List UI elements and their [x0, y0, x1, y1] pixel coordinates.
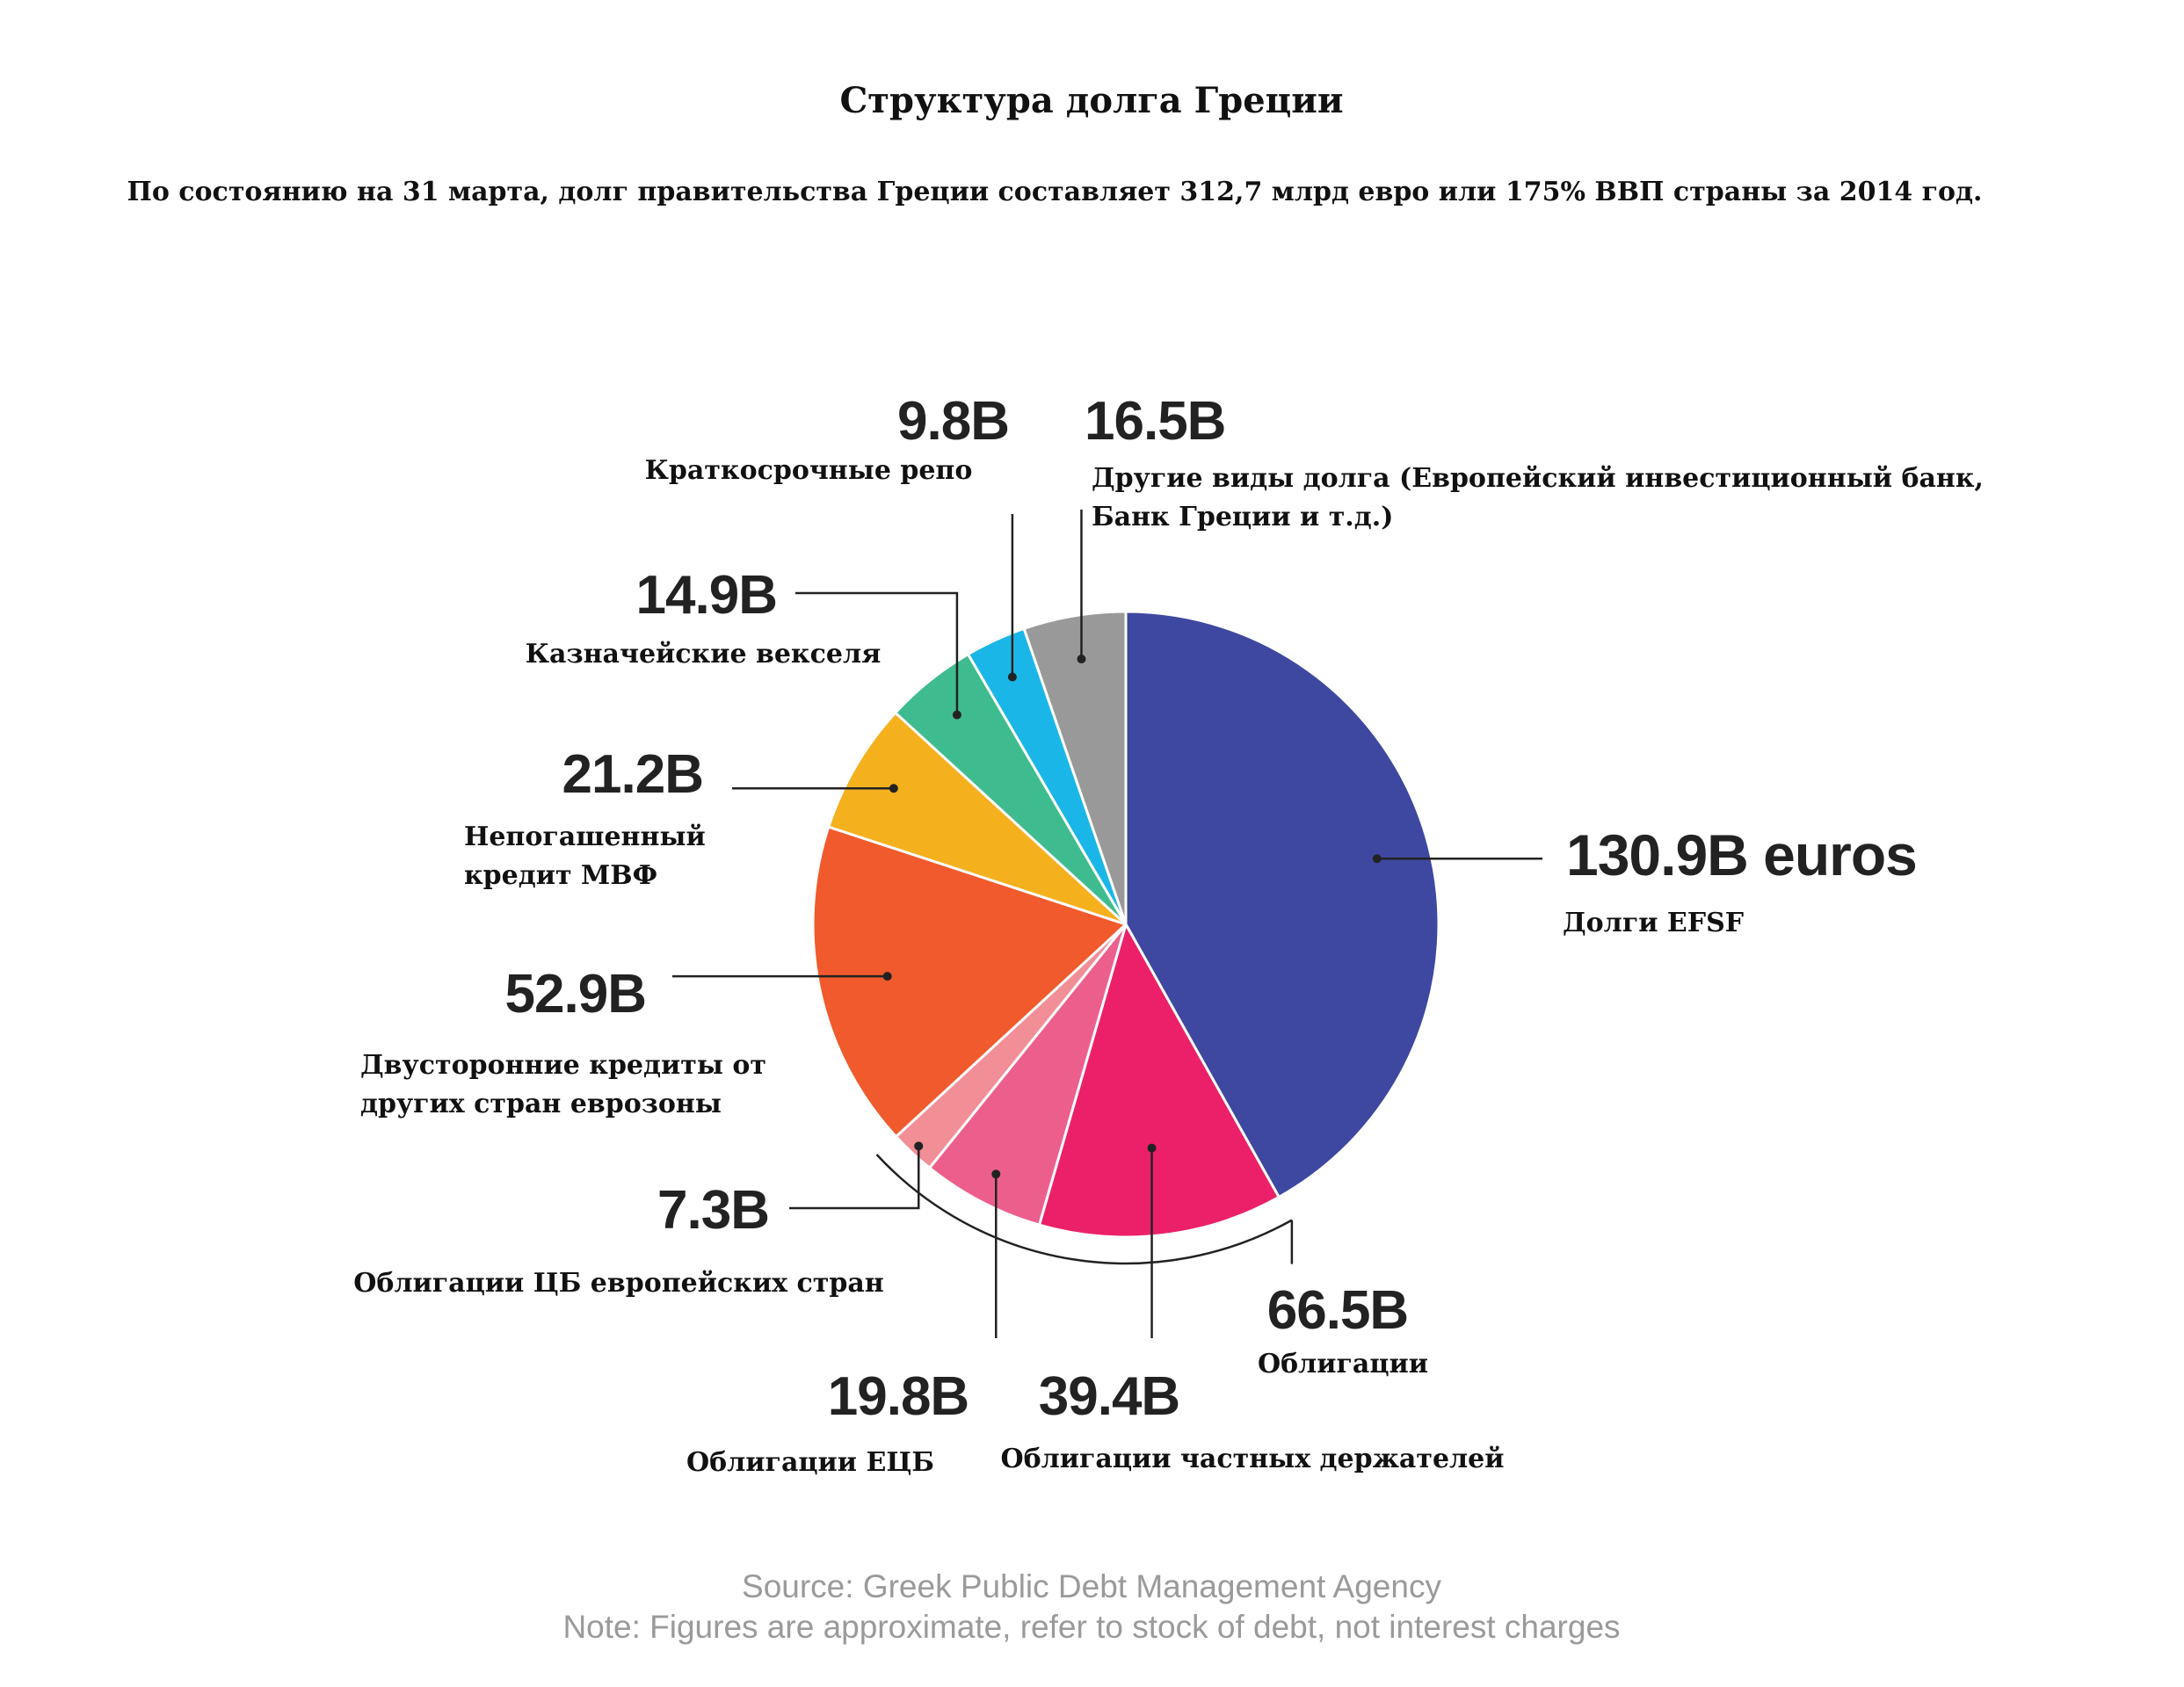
bonds-group-bracket [875, 1154, 1293, 1265]
slice-name-label: кредит МВФ [464, 860, 657, 891]
chart-title: Структура долга Греции [839, 80, 1343, 121]
slice-labels: 130.9B euros Долги EFSF 39.4B Облигации час… [353, 391, 1984, 1478]
group-name-label: Облигации [1258, 1349, 1428, 1379]
slice-value-label: 14.9B [636, 565, 777, 626]
slice-name-label: Долги EFSF [1563, 908, 1744, 938]
slice-name-label: Двусторонние кредиты от [360, 1050, 766, 1081]
slice-name-label: Непогашенный [464, 822, 706, 852]
pie-slice [1038, 923, 1281, 1239]
slice-name-label: Другие виды долга (Европейский инвестици… [1092, 463, 1984, 494]
slice-name-label: других стран еврозоны [360, 1089, 722, 1119]
pie-slice [1124, 610, 1440, 1198]
pie-slice [928, 923, 1128, 1227]
pie-slices [811, 610, 1440, 1239]
pie-slice [1022, 610, 1128, 926]
leader-line [789, 1146, 920, 1210]
leader-line [795, 591, 959, 715]
slice-value-label: 7.3B [657, 1180, 769, 1241]
slice-name-label: Облигации частных держателей [1000, 1444, 1504, 1474]
slice-value-label: 39.4B [1039, 1366, 1179, 1427]
slice-value-label: 19.8B [828, 1366, 969, 1427]
slice-name-label: Казначейские векселя [526, 639, 882, 670]
slice-value-label: 9.8B [897, 391, 1009, 452]
leader-lines [672, 510, 1542, 1338]
slice-value-label: 130.9B euros [1566, 822, 1917, 887]
slice-name-label: Облигации ЕЦБ [686, 1447, 934, 1478]
source-text: Source: Greek Public Debt Management Age… [742, 1568, 1441, 1604]
group-value-label: 66.5B [1267, 1280, 1408, 1341]
pie-slice [827, 711, 1128, 926]
slice-name-label: Краткосрочные репо [645, 455, 973, 486]
slice-value-label: 21.2B [562, 744, 703, 805]
slice-value-label: 16.5B [1085, 391, 1225, 452]
slice-value-label: 52.9B [505, 964, 646, 1025]
note-text: Note: Figures are approximate, refer to … [562, 1609, 1620, 1645]
slice-name-label: Облигации ЦБ европейских стран [353, 1268, 884, 1299]
slice-name-label: Банк Греции и т.д.) [1092, 502, 1393, 532]
chart-subtitle: По состоянию на 31 марта, долг правитель… [127, 177, 1983, 207]
pie-slice [811, 825, 1128, 1139]
